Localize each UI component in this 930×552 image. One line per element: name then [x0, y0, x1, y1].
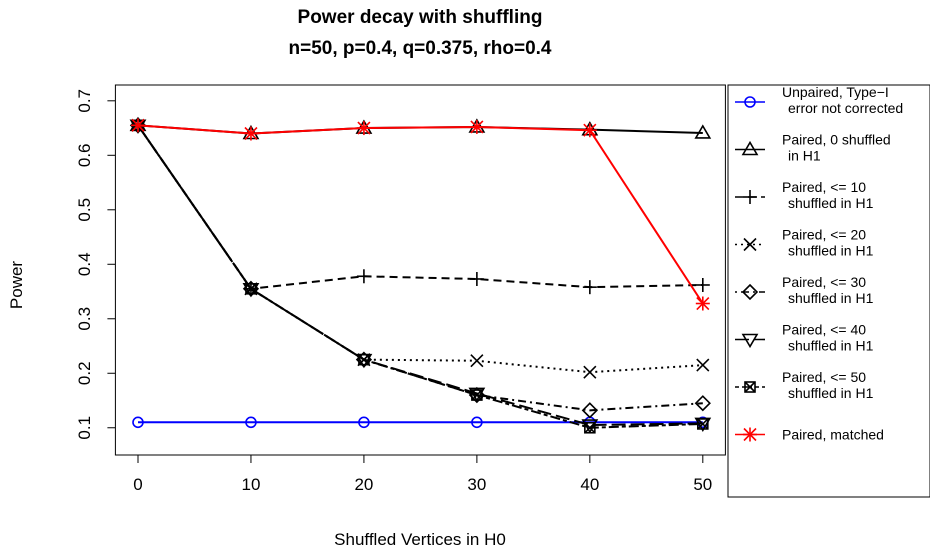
marker-shape [132, 416, 144, 429]
y-tick-label: 0.2 [75, 361, 94, 385]
legend-label: Paired, <= 40 shuffled in H1 [782, 322, 874, 354]
series-line [137, 124, 703, 374]
point-marker [245, 416, 257, 429]
plot-frame [114, 84, 726, 456]
x-tick-label: 50 [693, 475, 712, 494]
marker-stroke [470, 354, 484, 368]
legend-label: Unpaired, Type−I error not corrected [782, 84, 903, 116]
point-marker [582, 280, 597, 295]
point-marker [130, 118, 145, 133]
marker-shape [741, 283, 759, 301]
marker-shape [744, 96, 756, 108]
point-marker [741, 333, 759, 349]
point-marker [468, 386, 486, 404]
point-marker [357, 353, 371, 367]
marker-shape [245, 416, 257, 429]
x-axis-label: Shuffled Vertices in H0 [334, 530, 506, 549]
marker-shape [694, 395, 711, 412]
y-tick-label: 0.5 [75, 198, 94, 222]
marker-shape [694, 417, 712, 432]
legend-label: Paired, 0 shuffled in H1 [782, 132, 891, 164]
x-tick-label: 10 [241, 475, 260, 494]
legend-label: Paired, matched [782, 427, 884, 443]
point-marker [696, 358, 710, 372]
marker-stroke [357, 121, 371, 135]
point-marker [581, 419, 599, 434]
series-line [137, 124, 703, 429]
point-marker [469, 119, 484, 134]
point-marker [694, 124, 712, 139]
point-marker [744, 96, 756, 108]
point-marker [695, 296, 710, 311]
point-marker [694, 395, 711, 412]
point-marker [243, 281, 258, 296]
marker-stroke [696, 296, 710, 311]
point-marker [356, 121, 371, 136]
y-axis-label: Power [7, 261, 26, 310]
marker-shape [355, 351, 373, 368]
y-tick-label: 0.1 [75, 416, 94, 440]
point-marker [743, 427, 757, 442]
marker-stroke [583, 123, 597, 137]
marker-stroke [470, 120, 484, 134]
marker-shape [741, 333, 759, 349]
point-marker [132, 416, 144, 429]
series-line [137, 124, 703, 412]
point-marker [469, 271, 484, 286]
y-tick-label: 0.4 [75, 252, 94, 276]
series-line [137, 124, 703, 427]
y-tick-label: 0.3 [75, 307, 94, 331]
legend-label: Paired, <= 10 shuffled in H1 [782, 179, 874, 211]
marker-stroke [743, 427, 757, 442]
point-marker [355, 351, 373, 368]
point-marker [581, 402, 598, 419]
x-tick-label: 0 [133, 475, 142, 494]
x-tick-label: 30 [467, 475, 486, 494]
marker-stroke [743, 237, 757, 252]
marker-stroke [744, 381, 756, 393]
marker-stroke [244, 126, 258, 141]
point-marker [744, 381, 756, 393]
marker-stroke [696, 358, 710, 372]
marker-shape [741, 140, 759, 156]
point-marker [743, 237, 757, 252]
marker-shape [744, 381, 756, 393]
point-marker [741, 140, 759, 156]
marker-stroke [697, 418, 709, 430]
y-tick-label: 0.7 [75, 89, 94, 113]
marker-shape [581, 402, 598, 419]
point-marker [694, 417, 712, 432]
point-marker [741, 283, 759, 301]
marker-stroke [357, 353, 371, 367]
legend-label: Paired, <= 50 shuffled in H1 [782, 369, 874, 401]
marker-shape [471, 416, 483, 429]
series-line [137, 124, 704, 305]
point-marker [471, 416, 483, 429]
chart-title: Power decay with shuffling [298, 7, 543, 28]
x-tick-label: 40 [580, 475, 599, 494]
point-marker [583, 365, 597, 379]
point-marker [743, 190, 757, 204]
series-line [137, 124, 703, 290]
chart-subtitle: n=50, p=0.4, q=0.375, rho=0.4 [289, 38, 552, 59]
marker-shape [581, 419, 599, 434]
point-marker [243, 126, 258, 141]
x-tick-label: 20 [354, 475, 373, 494]
point-marker [356, 269, 371, 284]
legend-label: Paired, <= 20 shuffled in H1 [782, 227, 874, 259]
marker-shape [468, 386, 486, 404]
point-marker [582, 123, 597, 138]
marker-shape [358, 416, 370, 429]
y-tick-label: 0.6 [75, 143, 94, 167]
marker-stroke [583, 365, 597, 379]
legend-frame [727, 84, 930, 498]
legend-label: Paired, <= 30 shuffled in H1 [782, 274, 874, 306]
point-marker [358, 416, 370, 429]
point-marker [695, 277, 710, 292]
point-marker [470, 354, 484, 368]
marker-shape [694, 124, 712, 139]
marker-stroke [131, 118, 145, 132]
